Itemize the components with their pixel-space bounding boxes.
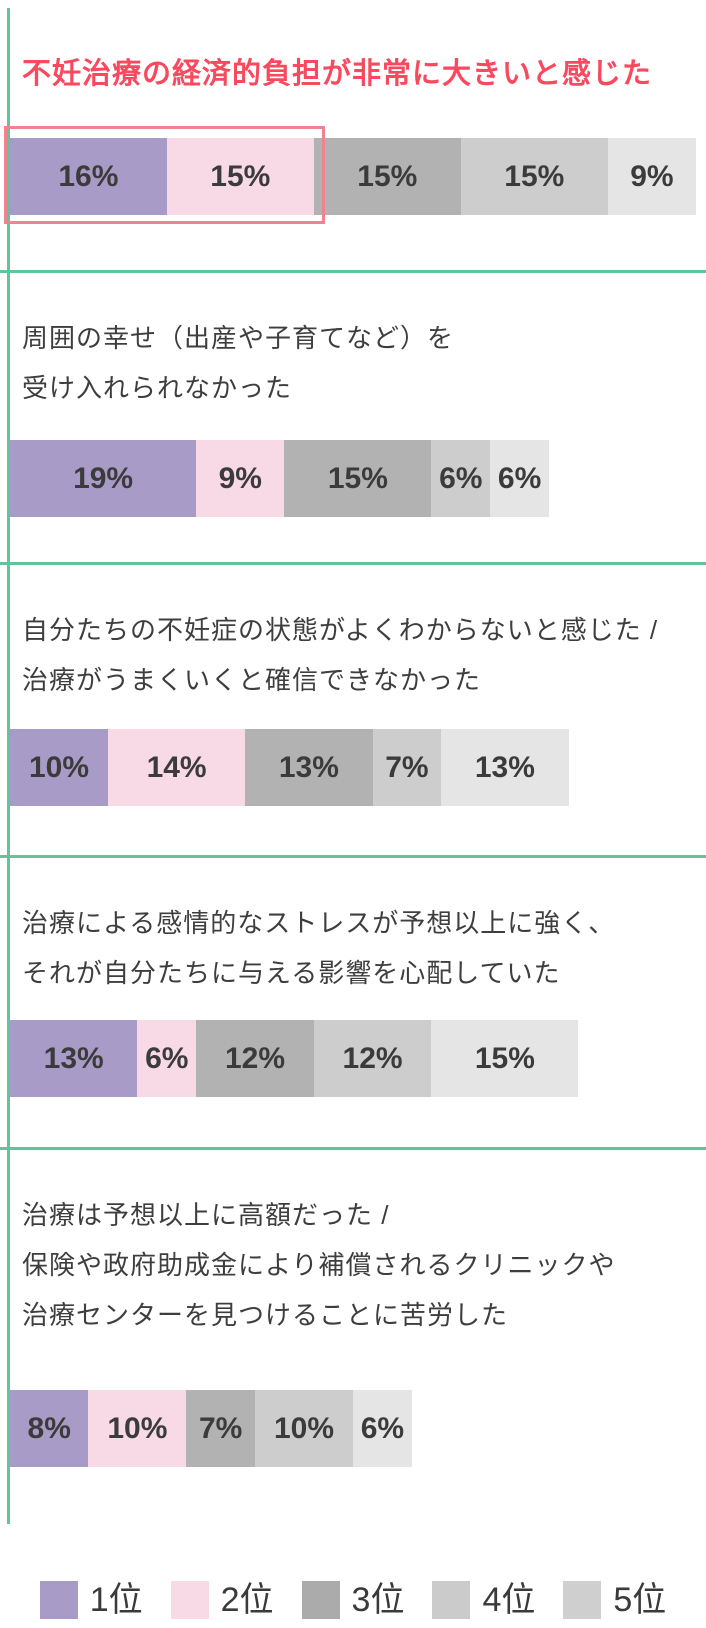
legend-swatch-rank4 (432, 1581, 471, 1619)
label-line: 受け入れられなかった (22, 373, 293, 403)
bar-segment-rank3: 7% (186, 1390, 255, 1467)
section-3-label: 自分たちの不妊症の状態がよくわからないと感じた / 治療がうまくいくと確信できな… (22, 605, 658, 705)
bar-segment-rank1: 10% (10, 729, 108, 806)
legend-swatch-rank2 (170, 1581, 209, 1619)
label-line: 治療による感情的なストレスが予想以上に強く、 (22, 908, 616, 938)
legend-swatch-rank3 (301, 1581, 340, 1619)
bar-segment-rank3: 12% (196, 1020, 314, 1097)
bar-segment-rank2: 9% (196, 440, 285, 517)
bar-segment-rank3: 15% (284, 440, 432, 517)
legend-label-rank5: 5位 (613, 1581, 667, 1619)
legend-item-rank4: 4位 (432, 1580, 535, 1620)
section-1-title-highlighted: 不妊治療の経済的負担が非常に大きいと感じた (22, 58, 653, 90)
chart-section-4: 治療による感情的なストレスが予想以上に強く、 それが自分たちに与える影響を心配し… (0, 855, 706, 1147)
legend-item-rank1: 1位 (39, 1580, 143, 1620)
bar-segment-rank4: 10% (254, 1390, 353, 1467)
highlight-box (4, 126, 325, 224)
bar-segment-rank1: 19% (10, 440, 197, 517)
bar-segment-rank5: 13% (441, 729, 569, 806)
legend-label-rank4: 4位 (482, 1581, 536, 1619)
legend: 1位 2位 3位 4位 5位 (0, 1580, 706, 1620)
bar-segment-rank5: 6% (352, 1390, 412, 1467)
stacked-bar-5: 8% 10% 7% 10% 6% (10, 1390, 412, 1467)
section-5-label: 治療は予想以上に高額だった / 保険や政府助成金により補償されるクリニックや 治… (22, 1190, 615, 1340)
legend-label-rank2: 2位 (220, 1581, 274, 1619)
bar-segment-rank2: 10% (88, 1390, 187, 1467)
legend-swatch-rank5 (563, 1581, 602, 1619)
bar-segment-rank2: 6% (137, 1020, 197, 1097)
section-4-label: 治療による感情的なストレスが予想以上に強く、 それが自分たちに与える影響を心配し… (22, 898, 615, 998)
bar-segment-rank1: 13% (10, 1020, 138, 1097)
stacked-bar-4: 13% 6% 12% 12% 15% (10, 1020, 579, 1097)
bar-segment-rank2: 15% (166, 138, 314, 215)
chart-section-1: 不妊治療の経済的負担が非常に大きいと感じた 16% 15% 15% 15% 9% (0, 0, 706, 270)
bar-segment-rank4: 12% (313, 1020, 432, 1097)
left-accent-line (7, 8, 10, 1524)
bar-segment-rank5: 6% (490, 440, 549, 517)
chart-footer: 1位 2位 3位 4位 5位 (0, 1524, 706, 1628)
bar-segment-rank3: 13% (245, 729, 373, 806)
bar-segment-rank5: 9% (607, 138, 696, 215)
legend-item-rank2: 2位 (170, 1580, 274, 1620)
chart-section-2: 周囲の幸せ（出産や子育てなど）を 受け入れられなかった 19% 9% 15% 6% 6% (0, 270, 706, 562)
bar-segment-rank1: 16% (10, 138, 167, 215)
legend-item-rank5: 5位 (563, 1580, 666, 1620)
bar-segment-rank4: 6% (431, 440, 491, 517)
bar-segment-rank4: 15% (460, 138, 608, 215)
label-line: 周囲の幸せ（出産や子育てなど）を (22, 323, 455, 353)
legend-label-rank3: 3位 (351, 1581, 405, 1619)
label-line: それが自分たちに与える影響を心配していた (22, 958, 561, 988)
label-line: 自分たちの不妊症の状態がよくわからないと感じた / (22, 615, 659, 645)
stacked-bar-2: 19% 9% 15% 6% 6% (10, 440, 549, 517)
label-line: 治療は予想以上に高額だった / (22, 1200, 390, 1230)
legend-item-rank3: 3位 (301, 1580, 405, 1620)
label-line: 治療がうまくいくと確信できなかった (22, 665, 482, 695)
stacked-bar-3: 10% 14% 13% 7% 13% (10, 729, 569, 806)
label-line: 治療センターを見つけることに苦労した (22, 1300, 509, 1330)
bar-segment-rank3: 15% (313, 138, 461, 215)
legend-swatch-rank1 (39, 1581, 78, 1619)
legend-label-rank1: 1位 (89, 1581, 143, 1619)
bar-segment-rank4: 7% (372, 729, 442, 806)
label-line: 保険や政府助成金により補償されるクリニックや (22, 1250, 616, 1280)
bar-segment-rank1: 8% (10, 1390, 89, 1467)
stacked-bar-1: 16% 15% 15% 15% 9% (10, 138, 696, 215)
section-2-label: 周囲の幸せ（出産や子育てなど）を 受け入れられなかった (22, 313, 454, 413)
bar-segment-rank2: 14% (108, 729, 246, 806)
chart-section-5: 治療は予想以上に高額だった / 保険や政府助成金により補償されるクリニックや 治… (0, 1147, 706, 1524)
bar-segment-rank5: 15% (431, 1020, 579, 1097)
chart-section-3: 自分たちの不妊症の状態がよくわからないと感じた / 治療がうまくいくと確信できな… (0, 562, 706, 855)
